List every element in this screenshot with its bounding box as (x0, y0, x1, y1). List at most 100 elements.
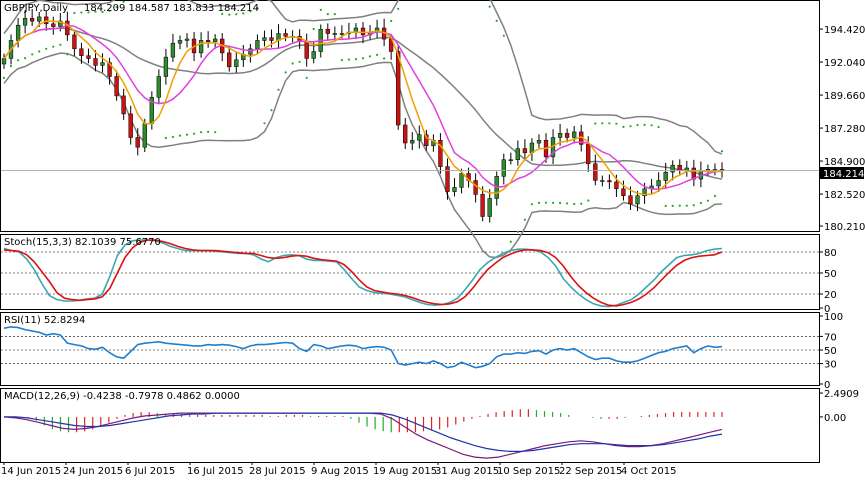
sar-dot (587, 199, 590, 202)
price-panel-frame (0, 0, 820, 232)
sar-dot (73, 11, 76, 15)
sar-dot (615, 122, 618, 125)
candle-body (121, 95, 126, 115)
sar-dot (298, 60, 301, 63)
macd-axis-label: 2.4909 (824, 389, 859, 400)
sar-dot (17, 59, 20, 62)
sar-dot (699, 201, 703, 205)
candle-body (255, 40, 260, 49)
price-series-layer (1, 0, 819, 259)
candle-body (656, 180, 661, 187)
sar-dot (376, 53, 379, 57)
sar-dot (108, 9, 111, 12)
candle-body (564, 133, 570, 138)
sar-dot (347, 58, 350, 61)
candle-body (572, 131, 577, 138)
sar-dot (361, 57, 365, 60)
candle-body (670, 164, 675, 173)
sar-dot (580, 202, 583, 205)
sar-dot (544, 201, 548, 204)
ma-fast-line (3, 20, 723, 196)
sar-dot (235, 13, 238, 16)
candle-body (438, 140, 443, 167)
sar-dot (101, 10, 104, 14)
candle-body (557, 133, 563, 138)
candle-body (332, 33, 337, 35)
sar-dot (559, 201, 562, 205)
bollinger-upper-line (3, 0, 723, 155)
rsi-axis-label: 0 (824, 380, 830, 391)
sar-dot (178, 134, 182, 137)
candle-body (403, 124, 408, 144)
candle-body (156, 76, 161, 98)
sar-dot (340, 59, 343, 62)
candle-body (262, 37, 267, 41)
candle-body (635, 195, 640, 205)
time-axis-label: 9 Aug 2015 (311, 466, 369, 477)
candle-body (536, 140, 542, 144)
sar-dot (66, 53, 69, 56)
candle-body (65, 20, 70, 36)
time-axis-label: 4 Oct 2015 (621, 466, 676, 477)
sar-dot (629, 125, 632, 128)
candle-body (508, 159, 513, 161)
sar-dot (636, 123, 639, 127)
sar-dot (488, 5, 491, 8)
candle-body (607, 180, 612, 183)
candle-body (515, 148, 520, 160)
candle-body (128, 113, 133, 138)
price-axis-label: 187.280 (824, 124, 865, 135)
sar-dot (622, 125, 625, 128)
candle-body (283, 33, 288, 37)
candle-body (311, 51, 316, 59)
rsi-line (3, 326, 723, 369)
sar-dot (9, 65, 13, 68)
sar-dot (171, 135, 174, 139)
sar-dot (2, 76, 6, 79)
candle-body (114, 76, 119, 97)
sar-dot (530, 203, 534, 206)
rsi-axis-label: 100 (824, 312, 843, 323)
candle-body (473, 180, 478, 195)
sar-dot (214, 131, 217, 134)
sar-dot (87, 11, 90, 14)
candle-body (459, 173, 464, 188)
sar-dot (502, 34, 505, 37)
macd-axis-label: 0.00 (824, 413, 846, 424)
rsi-panel-frame (0, 312, 820, 386)
sar-dot (678, 204, 681, 207)
candle-body (72, 34, 77, 50)
candle-body (107, 62, 112, 77)
sar-dot (397, 7, 400, 10)
stoch-d-line (3, 239, 723, 307)
candle-body (325, 29, 330, 34)
sar-dot (221, 12, 224, 15)
candle-body (142, 123, 147, 148)
sar-dot (671, 204, 674, 207)
candle-body (213, 38, 218, 43)
sar-dot (59, 43, 62, 46)
sar-dot (242, 12, 245, 15)
stoch-k-line (3, 239, 723, 308)
candle-body (487, 198, 492, 217)
rsi-series-layer (1, 326, 819, 369)
stochastic-series-layer (1, 239, 819, 308)
price-axis-label: 194.420 (824, 25, 865, 36)
stoch-label: Stoch(15,3,3) 82.1039 75.6770 (4, 237, 161, 248)
candle-body (677, 164, 682, 171)
candle-body (135, 137, 140, 148)
sar-dot (185, 133, 189, 136)
macd-signal-line (4, 412, 723, 452)
candle-body (184, 38, 190, 41)
sar-dot (200, 131, 203, 134)
sar-dot (706, 199, 710, 202)
sar-dot (291, 62, 294, 65)
candle-body (424, 134, 429, 147)
sar-dot (52, 45, 55, 48)
sar-dot (664, 204, 667, 208)
candle-body (227, 52, 232, 68)
candle-body (93, 58, 98, 66)
sar-dot (284, 71, 287, 74)
